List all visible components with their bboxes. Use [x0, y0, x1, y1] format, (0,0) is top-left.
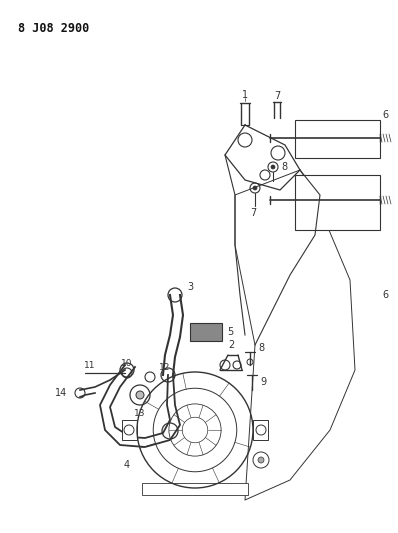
- Text: 7: 7: [250, 208, 256, 218]
- Text: 5: 5: [227, 327, 233, 337]
- Text: 6: 6: [382, 110, 388, 120]
- Bar: [142, 483, 248, 495]
- Text: 8: 8: [281, 162, 287, 172]
- Text: 13: 13: [134, 408, 146, 417]
- Text: 9: 9: [260, 377, 266, 387]
- Bar: [295, 175, 380, 230]
- Text: 2: 2: [228, 340, 234, 350]
- Bar: [122, 420, 137, 440]
- Text: 11: 11: [84, 360, 96, 369]
- Text: 7: 7: [274, 91, 280, 101]
- Text: 10: 10: [121, 359, 133, 367]
- Text: 6: 6: [382, 290, 388, 300]
- Bar: [190, 323, 222, 341]
- Text: 3: 3: [187, 282, 193, 292]
- Text: 14: 14: [55, 388, 67, 398]
- Circle shape: [136, 391, 144, 399]
- Bar: [253, 420, 268, 440]
- Text: 4: 4: [124, 460, 130, 470]
- Text: 1: 1: [242, 90, 248, 100]
- Text: 8: 8: [258, 343, 264, 353]
- Text: 8 J08 2900: 8 J08 2900: [18, 22, 89, 35]
- Circle shape: [253, 186, 257, 190]
- Bar: [295, 120, 380, 158]
- Circle shape: [271, 165, 275, 169]
- Text: 12: 12: [159, 362, 170, 372]
- Circle shape: [258, 457, 264, 463]
